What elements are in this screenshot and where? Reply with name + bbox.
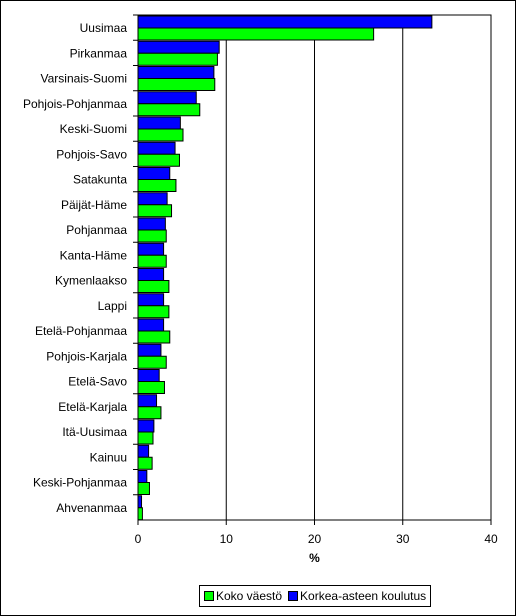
bar-koko-vaesto-pohjanmaa bbox=[137, 229, 167, 243]
category-label-pohjois-savo: Pohjois-Savo bbox=[56, 147, 127, 161]
bar-koko-vaesto-paijat-hame bbox=[137, 204, 173, 218]
legend-label: Korkea-asteen koulutus bbox=[300, 589, 427, 603]
bar-koko-vaesto-pirkanmaa bbox=[137, 52, 218, 66]
bar-korkea-asteen-pohjois-pohjanmaa bbox=[137, 91, 197, 105]
bar-korkea-asteen-pohjois-savo bbox=[137, 141, 176, 155]
legend-item-korkea-asteen-koulutus: Korkea-asteen koulutus bbox=[288, 589, 426, 603]
bar-korkea-asteen-kanta-hame bbox=[137, 242, 165, 256]
category-label-varsinais-suomi: Varsinais-Suomi bbox=[41, 72, 127, 86]
category-labels: Uusimaa Pirkanmaa Varsinais-Suomi Pohjois-P… bbox=[23, 21, 127, 515]
x-tick-label: 0 bbox=[135, 532, 142, 546]
category-label-paijat-hame: Päijät-Häme bbox=[61, 198, 127, 212]
category-label-etela-savo: Etelä-Savo bbox=[68, 375, 127, 389]
x-tick-label: 20 bbox=[308, 532, 322, 546]
category-label-satakunta: Satakunta bbox=[73, 173, 127, 187]
legend-item-koko-vaesto: Koko väestö bbox=[204, 589, 282, 603]
legend-label: Koko väestö bbox=[216, 589, 283, 603]
bar-korkea-asteen-satakunta bbox=[137, 167, 171, 180]
bar-koko-vaesto-ahvenanmaa bbox=[137, 507, 143, 521]
bar-korkea-asteen-keski-suomi bbox=[137, 116, 181, 130]
category-label-ahvenanmaa: Ahvenanmaa bbox=[56, 501, 127, 515]
bar-korkea-asteen-paijat-hame bbox=[137, 192, 168, 206]
bar-koko-vaesto-kymenlaakso bbox=[137, 280, 170, 293]
legend: Koko väestö Korkea-asteen koulutus bbox=[199, 585, 432, 607]
bar-koko-vaesto-satakunta bbox=[137, 179, 177, 192]
bar-koko-vaesto-etela-karjala bbox=[137, 406, 162, 420]
category-label-pohjanmaa: Pohjanmaa bbox=[66, 223, 127, 237]
category-label-keski-pohjanmaa: Keski-Pohjanmaa bbox=[33, 476, 127, 490]
category-label-kymenlaakso: Kymenlaakso bbox=[55, 274, 127, 288]
x-tick-label: 40 bbox=[484, 532, 498, 546]
bar-korkea-asteen-ita-uusimaa bbox=[137, 419, 155, 433]
bar-korkea-asteen-pohjois-karjala bbox=[137, 343, 162, 357]
bar-koko-vaesto-kainuu bbox=[137, 456, 153, 470]
tick-labels: 0 10 20 30 40 bbox=[135, 532, 498, 546]
legend-swatch-green bbox=[204, 591, 214, 601]
bar-korkea-asteen-kymenlaakso bbox=[137, 268, 165, 281]
bar-koko-vaesto-pohjois-karjala bbox=[137, 355, 167, 369]
x-tick-label: 10 bbox=[220, 532, 234, 546]
bar-korkea-asteen-pohjanmaa bbox=[137, 217, 166, 231]
bar-korkea-asteen-etela-karjala bbox=[137, 394, 158, 408]
bar-korkea-asteen-uusimaa bbox=[137, 15, 433, 29]
category-label-etela-karjala: Etelä-Karjala bbox=[58, 400, 127, 414]
bar-korkea-asteen-ahvenanmaa bbox=[137, 495, 143, 509]
category-label-etela-pohjanmaa: Etelä-Pohjanmaa bbox=[35, 324, 127, 338]
category-label-keski-suomi: Keski-Suomi bbox=[60, 122, 127, 136]
category-label-uusimaa: Uusimaa bbox=[80, 21, 128, 35]
bar-korkea-asteen-etela-pohjanmaa bbox=[137, 318, 165, 332]
bar-korkea-asteen-varsinais-suomi bbox=[137, 66, 215, 79]
bar-korkea-asteen-pirkanmaa bbox=[137, 40, 220, 54]
bar-korkea-asteen-kainuu bbox=[137, 444, 150, 458]
bar-koko-vaesto-pohjois-pohjanmaa bbox=[137, 103, 201, 117]
category-label-pohjois-pohjanmaa: Pohjois-Pohjanmaa bbox=[23, 97, 127, 111]
bar-koko-vaesto-keski-pohjanmaa bbox=[137, 482, 150, 495]
bar-korkea-asteen-lappi bbox=[137, 293, 165, 307]
legend-swatch-blue bbox=[288, 591, 299, 601]
x-axis-title: % bbox=[309, 551, 320, 565]
bar-korkea-asteen-keski-pohjanmaa bbox=[137, 470, 148, 483]
bar-koko-vaesto-kanta-hame bbox=[137, 254, 167, 268]
bar-koko-vaesto-etela-pohjanmaa bbox=[137, 330, 171, 344]
category-label-pirkanmaa: Pirkanmaa bbox=[70, 46, 128, 60]
bars bbox=[137, 15, 433, 521]
category-label-kanta-hame: Kanta-Häme bbox=[60, 248, 128, 262]
bar-koko-vaesto-uusimaa bbox=[137, 27, 375, 41]
axes bbox=[133, 14, 492, 525]
bar-koko-vaesto-ita-uusimaa bbox=[137, 431, 154, 445]
bar-koko-vaesto-keski-suomi bbox=[137, 128, 184, 142]
x-tick-label: 30 bbox=[396, 532, 410, 546]
category-label-lappi: Lappi bbox=[98, 299, 127, 313]
bar-koko-vaesto-varsinais-suomi bbox=[137, 78, 216, 91]
bar-koko-vaesto-etela-savo bbox=[137, 381, 165, 394]
bar-koko-vaesto-lappi bbox=[137, 305, 170, 319]
bar-koko-vaesto-pohjois-savo bbox=[137, 153, 180, 167]
bar-korkea-asteen-etela-savo bbox=[137, 369, 160, 382]
category-label-pohjois-karjala: Pohjois-Karjala bbox=[46, 349, 127, 363]
category-label-kainuu: Kainuu bbox=[90, 450, 127, 464]
category-label-ita-uusimaa: Itä-Uusimaa bbox=[62, 425, 127, 439]
